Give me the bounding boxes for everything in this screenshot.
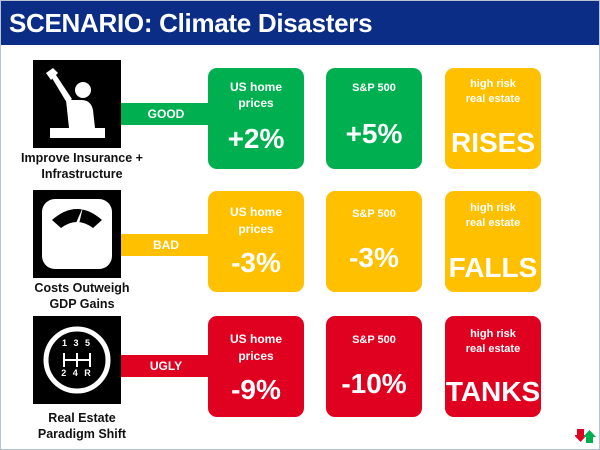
- row-1-sp500-card: S&P 500 +5%: [326, 68, 422, 169]
- home-prices-value: -9%: [231, 374, 281, 405]
- construction-worker-icon: [33, 60, 121, 148]
- status-badge-good: GOOD: [121, 103, 211, 125]
- status-badge-ugly: UGLY: [121, 355, 211, 377]
- row-2-label: Costs Outweigh GDP Gains: [7, 280, 157, 312]
- sp500-header: S&P 500: [352, 82, 396, 94]
- home-prices-header-1: US home: [229, 205, 282, 219]
- row-3-label-line-1: Real Estate: [48, 411, 116, 425]
- brand-logo-icon: [575, 429, 596, 443]
- real-estate-header-2: real estate: [465, 343, 521, 355]
- row-2-real-estate-card: high risk real estate FALLS: [445, 191, 541, 292]
- home-prices-header-2: prices: [238, 222, 274, 236]
- real-estate-header-2: real estate: [465, 93, 521, 105]
- sp500-header: S&P 500: [352, 208, 396, 220]
- row-3-label-line-2: Paradigm Shift: [37, 427, 127, 441]
- row-2-label-line-1: Costs Outweigh: [34, 281, 130, 295]
- row-1-real-estate-card: high risk real estate RISES: [445, 68, 541, 169]
- home-prices-header-1: US home: [229, 332, 282, 346]
- row-2-label-line-2: GDP Gains: [49, 297, 115, 311]
- real-estate-header-1: high risk: [470, 202, 516, 214]
- row-3-real-estate-card: high risk real estate TANKS: [445, 316, 541, 417]
- row-1-label: Improve Insurance + Infrastructure: [7, 150, 157, 182]
- gear-digits-top: 1 3 5: [61, 338, 93, 348]
- row-3-label: Real Estate Paradigm Shift: [7, 410, 157, 442]
- home-prices-value: -3%: [231, 247, 281, 278]
- home-prices-header-2: prices: [238, 96, 274, 110]
- row-3-sp500-card: S&P 500 -10%: [326, 316, 422, 417]
- real-estate-header-1: high risk: [470, 328, 516, 340]
- real-estate-value: RISES: [450, 127, 536, 158]
- sp500-value: -3%: [349, 242, 399, 273]
- real-estate-value: FALLS: [448, 252, 538, 283]
- home-prices-header-1: US home: [229, 80, 282, 94]
- gear-digits-bottom: 2 4 R: [61, 368, 93, 378]
- sp500-header: S&P 500: [352, 334, 396, 346]
- row-3-home-prices-card: US home prices -9%: [208, 316, 304, 417]
- row-2-sp500-card: S&P 500 -3%: [326, 191, 422, 292]
- row-1-label-line-2: Infrastructure: [41, 167, 123, 181]
- home-prices-header-2: prices: [238, 349, 274, 363]
- row-1-home-prices-card: US home prices +2%: [208, 68, 304, 169]
- home-prices-value: +2%: [227, 123, 285, 154]
- real-estate-header-2: real estate: [465, 217, 521, 229]
- row-2-home-prices-card: US home prices -3%: [208, 191, 304, 292]
- sp500-value: -10%: [341, 368, 407, 399]
- real-estate-header-1: high risk: [470, 78, 516, 90]
- status-badge-bad: BAD: [121, 234, 211, 256]
- slide-title: SCENARIO: Climate Disasters: [1, 1, 599, 45]
- scale-icon: [33, 190, 121, 278]
- row-1-label-line-1: Improve Insurance +: [21, 151, 143, 165]
- real-estate-value: TANKS: [445, 376, 541, 407]
- gear-shift-icon: 1 3 5 2 4 R: [33, 316, 121, 404]
- sp500-value: +5%: [345, 118, 403, 149]
